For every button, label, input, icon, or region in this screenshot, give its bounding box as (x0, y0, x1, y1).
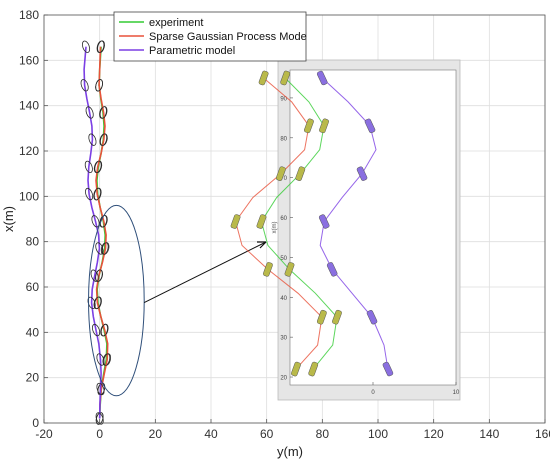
series-marker-1 (95, 412, 104, 425)
inset-y-tick-label: 80 (280, 136, 287, 142)
series-marker-1 (99, 106, 108, 119)
x-tick-label: 20 (149, 427, 163, 441)
series-marker-2 (85, 187, 94, 201)
series-marker-2 (88, 133, 97, 146)
y-tick-label: 20 (26, 371, 40, 385)
inset-x-tick-label: 0 (371, 390, 375, 396)
x-tick-label: 160 (535, 427, 550, 441)
zoom-arrow-line (143, 241, 267, 304)
inset-ship-marker-0 (280, 70, 291, 86)
series-marker-1 (93, 187, 102, 201)
inset-y-tick-label: 30 (280, 336, 287, 342)
inset-plot-area (289, 69, 457, 386)
x-tick-label: 60 (260, 427, 274, 441)
inset-ship-marker-1 (291, 361, 301, 377)
inset-y-tick-label: 90 (280, 96, 287, 102)
inset-ship-marker-2 (318, 214, 330, 229)
x-tick-label: -20 (35, 427, 53, 441)
y-tick-label: 140 (19, 99, 39, 113)
inset-ship-marker-0 (319, 118, 329, 134)
y-tick-label: 0 (32, 416, 39, 430)
series-marker-1 (99, 133, 108, 146)
y-axis-label: x(m) (1, 206, 16, 232)
series-group (80, 40, 112, 425)
inset-ship-marker-2 (316, 70, 328, 86)
inset-axis-label: x(m) (272, 222, 278, 234)
x-tick-label: 80 (316, 427, 330, 441)
legend-label-1: Sparse Gaussian Process Mode (149, 31, 307, 43)
y-tick-label: 80 (26, 235, 40, 249)
inset-ship-marker-1 (275, 166, 286, 181)
inset-ship-marker-1 (263, 262, 273, 277)
x-tick-label: 40 (204, 427, 218, 441)
series-marker-2 (81, 40, 91, 53)
zoom-arrow-head (257, 241, 267, 249)
inset-ship-marker-2 (366, 310, 378, 325)
inset-ship-marker-0 (256, 214, 267, 229)
legend-label-0: experiment (149, 17, 203, 29)
inset-ship-marker-2 (364, 118, 376, 134)
y-tick-label: 60 (26, 280, 40, 294)
inset-ship-marker-1 (304, 118, 314, 134)
series-marker-1 (93, 160, 102, 174)
x-axis-label: y(m) (277, 444, 303, 459)
inset-y-tick-label: 70 (280, 176, 287, 182)
series-marker-2 (96, 353, 105, 366)
legend: experiment Sparse Gaussian Process Mode Pa… (113, 11, 307, 62)
inset-ship-marker-2 (356, 166, 368, 181)
series-marker-2 (84, 160, 93, 174)
series-marker-2 (80, 79, 89, 92)
series-marker-2 (91, 215, 100, 228)
y-tick-label: 100 (19, 189, 39, 203)
series-marker-2 (95, 412, 104, 425)
zoom-ellipse (88, 204, 145, 397)
inset-ship-marker-0 (308, 361, 319, 377)
y-tick-label: 160 (19, 53, 39, 67)
inset-ship-marker-2 (326, 262, 338, 277)
y-tick-label: 180 (19, 8, 39, 22)
inset-ship-marker-0 (284, 262, 295, 277)
inset-x-tick-label: 10 (453, 390, 460, 396)
series-line-1 (95, 46, 109, 419)
zoom-annotation (88, 204, 267, 397)
x-tick-label: 120 (424, 427, 444, 441)
series-marker-1 (103, 353, 112, 366)
series-marker-2 (95, 242, 104, 255)
series-marker-1 (100, 323, 109, 337)
y-tick-label: 40 (26, 325, 40, 339)
series-line-2 (83, 46, 102, 419)
inset-ship-marker-1 (258, 70, 269, 86)
inset-ship-marker-2 (382, 361, 394, 377)
x-tick-label: 140 (479, 427, 499, 441)
series-marker-2 (85, 106, 94, 119)
inset-y-tick-label: 20 (280, 376, 287, 382)
inset-y-tick-label: 40 (280, 296, 287, 302)
series-marker-1 (96, 40, 105, 53)
series-marker-2 (96, 382, 105, 396)
inset-y-tick-label: 50 (280, 256, 287, 262)
x-tick-label: 100 (368, 427, 388, 441)
inset-ship-marker-0 (295, 166, 306, 181)
x-tick-label: 0 (96, 427, 103, 441)
inset-y-tick-label: 60 (280, 216, 287, 222)
inset-panel: 20 30 40 50 60 70 80 90 0 10 x(m) (230, 59, 461, 401)
inset-ship-marker-0 (332, 309, 342, 325)
inset-ship-marker-1 (230, 214, 241, 229)
inset-ship-marker-1 (316, 309, 327, 325)
legend-box (113, 11, 307, 62)
series-marker-2 (92, 323, 101, 337)
series-marker-1 (95, 79, 103, 92)
legend-label-2: Parametric model (149, 45, 235, 57)
y-tick-label: 120 (19, 144, 39, 158)
series-marker-2 (90, 269, 99, 282)
